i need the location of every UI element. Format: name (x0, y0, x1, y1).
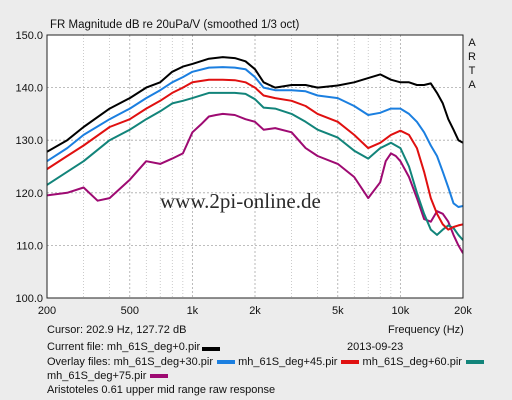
legend-swatch-3 (465, 360, 484, 365)
overlay-file-3: mh_61S_deg+60.pir (362, 356, 462, 368)
plot-frame (46, 34, 464, 299)
current-file-label: Current file: mh_61S_deg+0.pir (47, 341, 201, 353)
legend-swatch-current (202, 347, 220, 351)
brand-letter-a1: A (468, 37, 476, 49)
date-label: 2013-09-23 (347, 341, 404, 353)
series-line-4 (47, 91, 463, 241)
x-tick-label: 10k (392, 305, 410, 317)
brand-letter-r: R (468, 51, 476, 63)
x-tick-label: 20k (454, 305, 472, 317)
series-line-2 (47, 66, 463, 208)
series-line-1 (47, 56, 463, 153)
legend-swatch-2 (341, 360, 360, 365)
y-tick-label: 130.0 (15, 135, 43, 147)
series-line-3 (47, 78, 463, 231)
y-tick-label: 120.0 (15, 188, 43, 200)
x-tick-label: 1k (187, 305, 199, 317)
x-tick-label: 5k (332, 305, 344, 317)
legend-swatch-1 (217, 360, 236, 365)
overlay-prefix: Overlay files: (47, 356, 111, 368)
y-tick-label: 110.0 (16, 240, 43, 252)
overlay-files-line-2: mh_61S_deg+75.pir (47, 370, 169, 382)
x-tick-label: 200 (38, 305, 56, 317)
description-label: Aristoteles 0.61 upper mid range raw res… (47, 384, 276, 396)
brand-letter-t: T (468, 65, 476, 77)
overlay-files-line: Overlay files: mh_61S_deg+30.pir mh_61S_… (47, 356, 484, 368)
cursor-readout: Cursor: 202.9 Hz, 127.72 dB (47, 324, 187, 336)
y-tick-label: 150.0 (15, 30, 43, 42)
legend-swatch-4 (150, 374, 169, 379)
overlay-file-1: mh_61S_deg+30.pir (113, 356, 214, 368)
x-axis-title: Frequency (Hz) (388, 324, 464, 336)
brand-letter-a2: A (468, 79, 476, 91)
overlay-file-2: mh_61S_deg+45.pir (238, 356, 338, 368)
watermark-text: www.2pi-online.de (160, 189, 321, 213)
chart-title: FR Magnitude dB re 20uPa/V (smoothed 1/3… (50, 19, 300, 31)
x-tick-label: 500 (121, 305, 139, 317)
y-tick-label: 100.0 (15, 293, 43, 305)
overlay-file-4: mh_61S_deg+75.pir (47, 370, 147, 382)
plot-area (47, 35, 463, 298)
y-tick-label: 140.0 (15, 83, 43, 95)
x-tick-label: 2k (249, 305, 261, 317)
